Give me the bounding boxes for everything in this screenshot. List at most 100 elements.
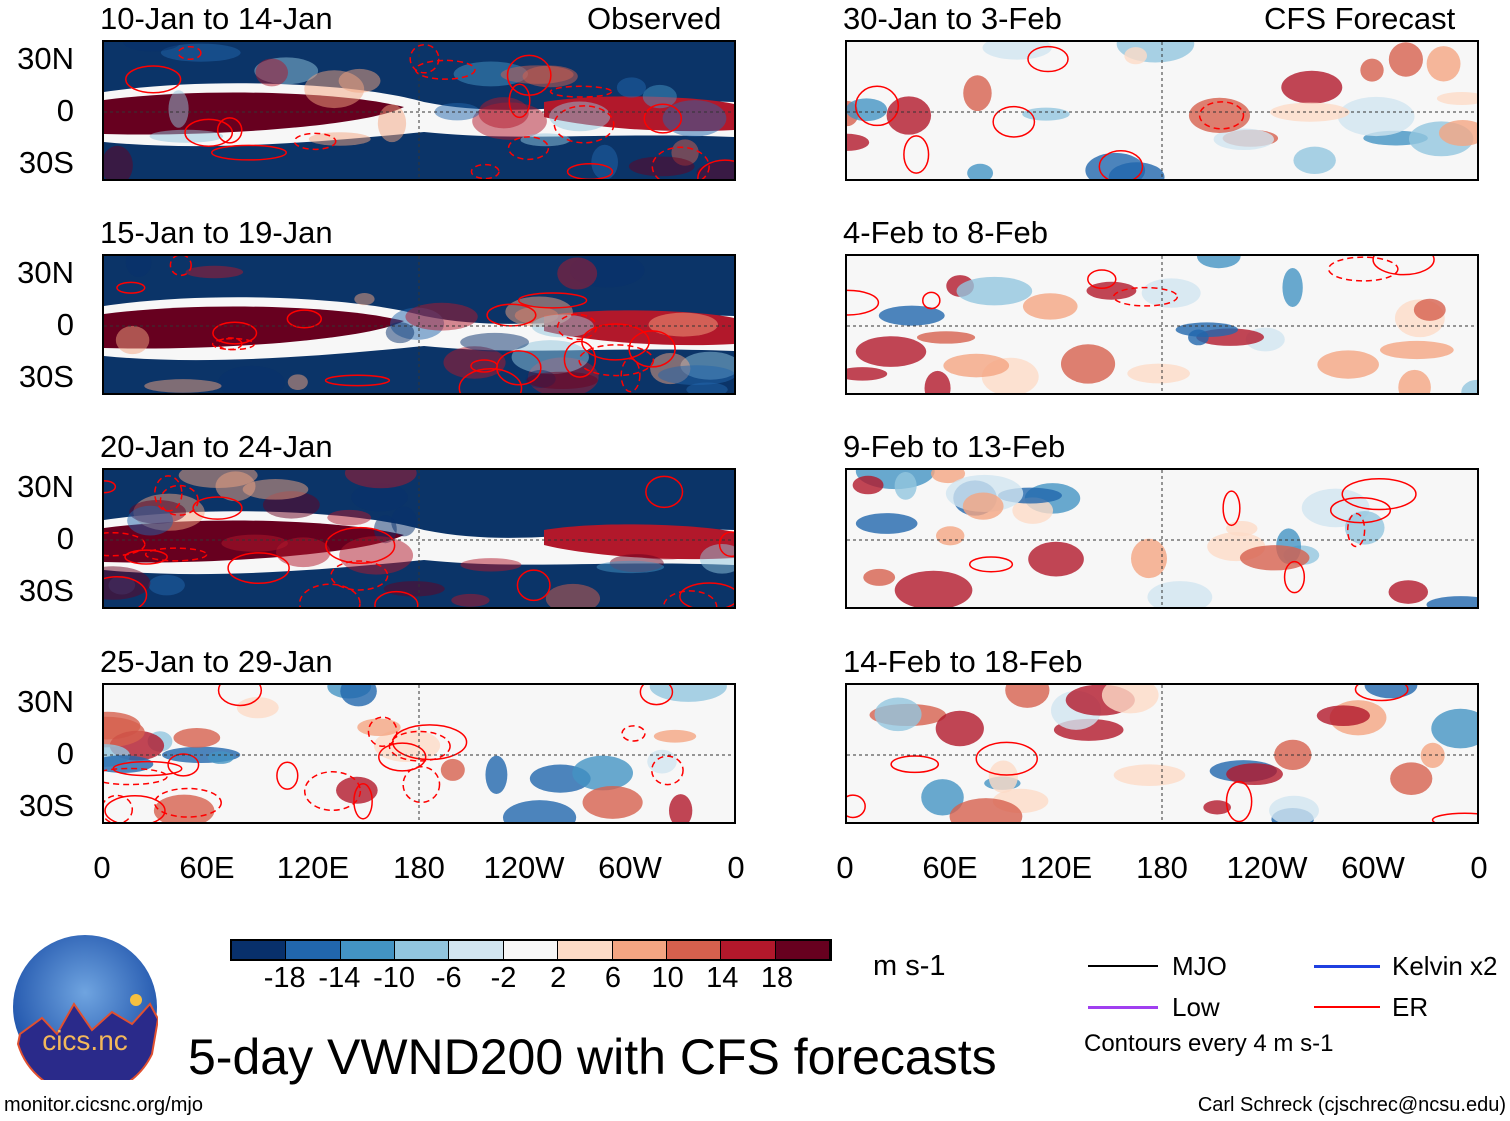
anomaly-blob <box>1388 42 1423 77</box>
legend-line-kelvin <box>1314 965 1380 968</box>
anomaly-blob <box>218 365 285 393</box>
panel-title: 20-Jan to 24-Jan <box>100 429 333 464</box>
observed-label: Observed <box>587 1 722 36</box>
er-contour <box>1372 256 1435 276</box>
anomaly-blob <box>626 539 705 560</box>
lat-label: 30S <box>18 359 74 394</box>
anomaly-blob <box>104 716 145 748</box>
er-contour <box>506 54 552 96</box>
colorbar-tick-label: -2 <box>490 962 517 994</box>
anomaly-blob <box>1203 800 1231 815</box>
anomaly-blob <box>308 132 371 146</box>
anomaly-blob <box>460 332 529 352</box>
anomaly-blob <box>1113 764 1186 786</box>
er-contour <box>903 135 930 174</box>
er-contour <box>508 83 531 119</box>
anomaly-blob <box>1130 538 1167 579</box>
anomaly-blob <box>936 526 965 546</box>
anomaly-blob <box>526 371 598 390</box>
colorbar-tick-label: -6 <box>435 962 462 994</box>
anomaly-blob <box>1413 298 1446 321</box>
er-contour <box>125 65 182 94</box>
anomaly-blob <box>686 382 728 393</box>
anomaly-blob <box>549 101 611 132</box>
er-contour <box>496 350 542 386</box>
anomaly-blob <box>855 513 918 534</box>
er-contour <box>293 132 337 151</box>
map-panel <box>102 683 736 824</box>
anomaly-blob <box>1317 350 1379 379</box>
er-contour <box>578 344 655 377</box>
er-contour <box>718 531 734 558</box>
anomaly-blob <box>1022 293 1078 320</box>
er-contour <box>276 761 299 790</box>
er-contour <box>1341 477 1417 511</box>
er-contour <box>177 45 202 61</box>
anomaly-blob <box>127 505 174 536</box>
anomaly-blob <box>242 479 309 500</box>
er-contour <box>1354 685 1409 702</box>
anomaly-blob <box>185 265 244 279</box>
anomaly-blob <box>1269 795 1319 822</box>
er-contour <box>324 374 391 387</box>
logo-text: cics.nc <box>42 1025 128 1056</box>
anomaly-blob <box>924 370 951 393</box>
anomaly-blob <box>336 776 378 804</box>
er-contour <box>159 484 199 516</box>
author-credit: Carl Schreck (cjschrec@ncsu.edu) <box>1197 1094 1506 1116</box>
anomaly-blob <box>405 302 478 331</box>
er-contour <box>470 163 500 179</box>
anomaly-blob <box>699 544 734 574</box>
anomaly-blob <box>1086 281 1137 300</box>
anomaly-blob <box>1012 497 1054 524</box>
anomaly-blob <box>207 751 234 764</box>
anomaly-blob <box>628 156 695 177</box>
er-contour <box>325 526 396 565</box>
anomaly-blob <box>874 697 922 732</box>
anomaly-blob <box>642 84 677 109</box>
anomaly-blob <box>1127 363 1190 384</box>
er-contour <box>104 575 148 607</box>
anomaly-blob <box>1431 708 1477 749</box>
anomaly-blob <box>572 755 633 791</box>
er-contour <box>374 590 419 607</box>
lat-label: 30S <box>18 573 74 608</box>
colorbar-tick-label: 14 <box>706 962 739 994</box>
er-contour <box>212 321 258 345</box>
anomaly-blob <box>1281 70 1343 104</box>
anomaly-blob <box>1188 97 1251 133</box>
lon-label: 120E <box>276 850 350 885</box>
er-contour <box>581 323 650 361</box>
anomaly-blob <box>485 755 508 794</box>
anomaly-blob <box>1436 91 1477 106</box>
anomaly-blob <box>115 325 150 355</box>
anomaly-blob <box>340 685 377 707</box>
anomaly-blob <box>373 729 441 762</box>
er-contour <box>392 724 468 761</box>
colorbar-units: m s-1 <box>873 950 946 982</box>
anomaly-blob <box>662 100 727 137</box>
er-contour <box>1225 780 1253 822</box>
anomaly-blob <box>434 103 480 121</box>
colorbar-tick-label: 6 <box>604 962 621 994</box>
anomaly-blob <box>886 96 932 135</box>
er-contour <box>517 292 588 309</box>
anomaly-blob <box>878 305 945 326</box>
anomaly-blob <box>653 729 697 743</box>
er-contour <box>1112 286 1179 307</box>
anomaly-blob <box>1420 742 1445 768</box>
panel-title: 30-Jan to 3-Feb <box>843 1 1062 36</box>
anomaly-blob <box>1390 762 1433 795</box>
anomaly-blob <box>863 568 896 586</box>
er-contour <box>679 582 734 607</box>
colorbar-swatch <box>666 941 722 959</box>
anomaly-blob <box>943 353 1010 378</box>
anomaly-blob <box>1426 596 1477 607</box>
anomaly-blob <box>338 68 381 93</box>
anomaly-blob <box>1005 685 1050 708</box>
anomaly-blob <box>1226 763 1283 786</box>
er-contour <box>458 368 523 393</box>
er-contour <box>353 783 373 820</box>
source-url[interactable]: monitor.cicsnc.org/mjo <box>4 1094 203 1116</box>
er-contour <box>662 590 718 607</box>
